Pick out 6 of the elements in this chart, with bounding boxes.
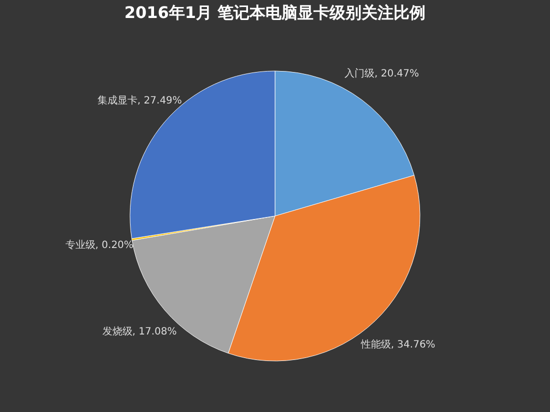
slice-label: 集成显卡, 27.49% xyxy=(97,94,182,106)
chart-title: 2016年1月 笔记本电脑显卡级别关注比例 xyxy=(124,3,426,22)
slice-label: 专业级, 0.20% xyxy=(65,238,134,251)
slice-label: 发烧级, 17.08% xyxy=(102,325,177,338)
slice-label: 性能级, 34.76% xyxy=(360,338,436,351)
slice-label: 入门级, 20.47% xyxy=(344,68,419,80)
